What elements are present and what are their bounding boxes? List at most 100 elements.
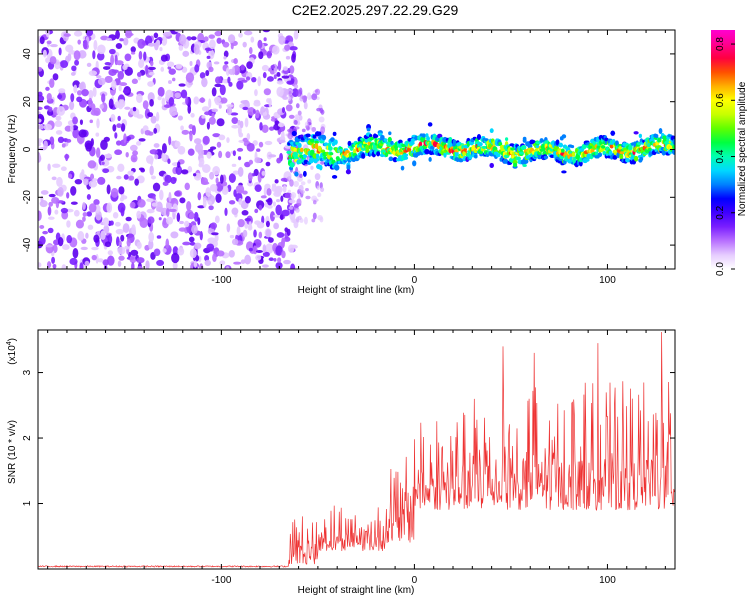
spectrogram-noise-cell <box>231 124 239 129</box>
snr-series-line <box>38 331 675 568</box>
spectrogram-noise-cell <box>280 195 284 202</box>
spectrogram-noise-cell <box>38 94 45 102</box>
spectrogram-noise-cell <box>214 233 219 243</box>
colorbar-tick-label: 0.8 <box>715 37 726 51</box>
spectrogram-noise-cell <box>117 202 126 213</box>
spectrogram-noise-cell <box>236 80 244 90</box>
spectrogram-noise-cell <box>224 61 229 65</box>
spectrogram-noise-cell <box>295 114 299 121</box>
spectrogram-noise-cell <box>101 161 105 166</box>
spectrogram-noise-cell <box>206 243 215 252</box>
spectrogram-noise-cell <box>246 142 255 152</box>
spectrogram-noise-cell <box>126 238 131 247</box>
spectrogram-signal-cell <box>314 143 319 150</box>
spectrogram-noise-cell <box>276 86 284 98</box>
spectrogram-noise-cell <box>118 186 125 195</box>
spectrogram-noise-cell <box>145 64 149 75</box>
spectrogram-noise-cell <box>293 220 299 229</box>
spectrogram-noise-cell <box>208 34 216 39</box>
spectrogram-noise-cell <box>268 154 277 158</box>
spectrogram-noise-cell <box>208 98 212 109</box>
spectrogram-noise-cell <box>202 164 211 173</box>
spectrogram-noise-cell <box>233 261 242 265</box>
spectrogram-noise-cell <box>225 266 230 269</box>
spectrogram-noise-cell <box>231 207 239 215</box>
spectrogram-noise-cell <box>230 112 239 116</box>
spectrogram-noise-cell <box>297 110 302 116</box>
spectrogram-noise-cell <box>294 84 299 89</box>
spectrogram-noise-cell <box>147 92 155 102</box>
spectrogram-noise-cell <box>288 199 296 204</box>
spectrogram-noise-cell <box>112 212 119 219</box>
spectrogram-noise-cell <box>238 32 243 38</box>
spectrogram-signal-cell <box>581 143 587 150</box>
spectrogram-noise-cell <box>120 123 126 132</box>
spectrogram-noise-cell <box>162 248 167 253</box>
spectrogram-noise-cell <box>123 133 127 144</box>
spectrogram-signal-cell <box>609 144 614 149</box>
spectrogram-noise-cell <box>89 119 93 124</box>
spectrogram-noise-cell <box>202 197 207 209</box>
spectrogram-noise-cell <box>246 61 253 69</box>
spectrogram-noise-cell <box>96 75 102 79</box>
spectrogram-noise-cell <box>199 72 206 79</box>
spectrogram-noise-cell <box>258 51 264 60</box>
spectrogram-noise-cell <box>116 123 122 128</box>
snr-x-ticks: -100 0 100 <box>47 330 666 586</box>
spectrogram-noise-cell <box>254 220 261 225</box>
spectrogram-noise-cell <box>209 146 217 150</box>
spectrogram-noise-cell <box>211 113 215 118</box>
spectrogram-noise-cell <box>219 260 226 266</box>
spectrogram-noise-cell <box>117 260 122 267</box>
spectrogram-noise-cell <box>254 89 258 97</box>
spectrogram-signal-cell <box>414 135 419 141</box>
spectrogram-noise-cell <box>268 257 274 261</box>
spectrogram-y-tick-label: -20 <box>22 190 33 205</box>
spectrogram-noise-cell <box>172 77 176 82</box>
spectrogram-signal-cell <box>409 141 415 146</box>
spectrogram-noise-cell <box>60 166 67 171</box>
spectrogram-noise-cell <box>111 79 117 91</box>
spectrogram-noise-cell <box>286 80 295 85</box>
spectrogram-signal-cell <box>520 145 527 151</box>
spectrogram-noise-cell <box>298 87 303 95</box>
spectrogram-noise-cell <box>60 207 69 214</box>
spectrogram-noise-cell <box>66 138 72 143</box>
spectrogram-signal-cell <box>468 155 473 160</box>
spectrogram-noise-cell <box>150 115 157 124</box>
spectrogram-noise-cell <box>240 79 248 83</box>
spectrogram-noise-cell <box>160 54 168 62</box>
spectrogram-noise-cell <box>281 131 285 140</box>
spectrogram-noise-cell <box>314 173 321 181</box>
spectrogram-noise-cell <box>214 215 220 224</box>
spectrogram-noise-cell <box>68 173 73 179</box>
spectrogram-noise-cell <box>269 126 275 131</box>
spectrogram-signal-cell <box>291 130 297 137</box>
spectrogram-noise-cell <box>130 51 136 55</box>
colorbar-label: Normalized spectral amplitude <box>737 81 748 216</box>
spectrogram-noise-cell <box>278 35 286 45</box>
spectrogram-signal-cell <box>333 164 340 171</box>
spectrogram-noise-cell <box>149 165 154 176</box>
spectrogram-noise-cell <box>130 249 139 256</box>
spectrogram-signal-cell <box>619 153 624 160</box>
spectrogram-noise-cell <box>70 201 78 205</box>
spectrogram-noise-cell <box>170 176 177 185</box>
spectrogram-noise-cell <box>102 168 110 174</box>
spectrogram-noise-cell <box>199 97 206 103</box>
spectrogram-noise-cell <box>189 248 197 259</box>
spectrogram-noise-cell <box>38 152 41 163</box>
spectrogram-noise-cell <box>273 74 277 80</box>
spectrogram-noise-cell <box>262 264 269 268</box>
spectrogram-noise-cell <box>154 41 159 51</box>
spectrogram-noise-cell <box>72 116 78 125</box>
spectrogram-noise-cell <box>57 136 65 144</box>
spectrogram-noise-cell <box>298 115 303 121</box>
spectrogram-noise-cell <box>168 68 176 75</box>
spectrogram-noise-cell <box>55 130 63 135</box>
spectrogram-noise-cell <box>149 99 154 107</box>
spectrogram-noise-cell <box>161 35 168 46</box>
spectrogram-noise-cell <box>319 216 324 223</box>
spectrogram-noise-cell <box>261 215 265 225</box>
spectrogram-noise-cell <box>211 108 218 113</box>
